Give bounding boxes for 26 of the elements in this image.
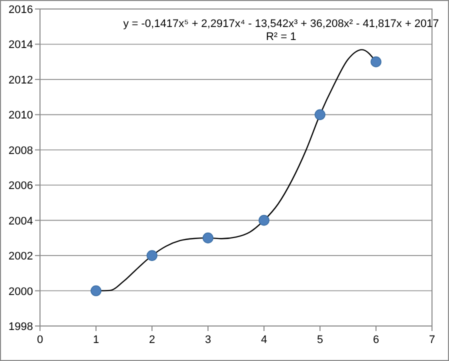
y-tick-label: 2010 <box>8 110 33 122</box>
x-tick-label: 4 <box>260 334 268 346</box>
y-tick-label: 2014 <box>8 39 33 52</box>
x-tick-label: 1 <box>92 334 100 346</box>
y-tick-label: 2004 <box>8 215 33 228</box>
x-tick-label: 7 <box>428 334 436 346</box>
x-tick-label: 0 <box>36 334 44 346</box>
point <box>314 109 326 120</box>
y-tick-label: 2016 <box>8 4 33 16</box>
annotation: y = -0,1417x⁵ + 2,2917x⁴ - 13,542x³ + 36,208x² - 41,817x + 2017 <box>123 18 439 30</box>
point <box>258 214 270 226</box>
point <box>146 250 158 261</box>
annotation: R² = 1 <box>266 31 296 43</box>
y-tick-label: 2006 <box>8 180 33 192</box>
x-tick-label: 3 <box>204 334 212 346</box>
point <box>370 56 382 68</box>
y-tick-label: 1998 <box>8 321 33 333</box>
y-tick-label: 2008 <box>8 144 33 157</box>
x-tick-label: 2 <box>148 334 156 346</box>
y-tick-label: 2002 <box>8 250 33 263</box>
x-tick-label: 5 <box>316 334 324 346</box>
x-tick-label: 6 <box>372 334 380 346</box>
point <box>90 285 102 296</box>
y-tick-label: 2012 <box>8 74 33 86</box>
point <box>202 232 214 244</box>
y-tick-label: 2000 <box>8 286 33 298</box>
